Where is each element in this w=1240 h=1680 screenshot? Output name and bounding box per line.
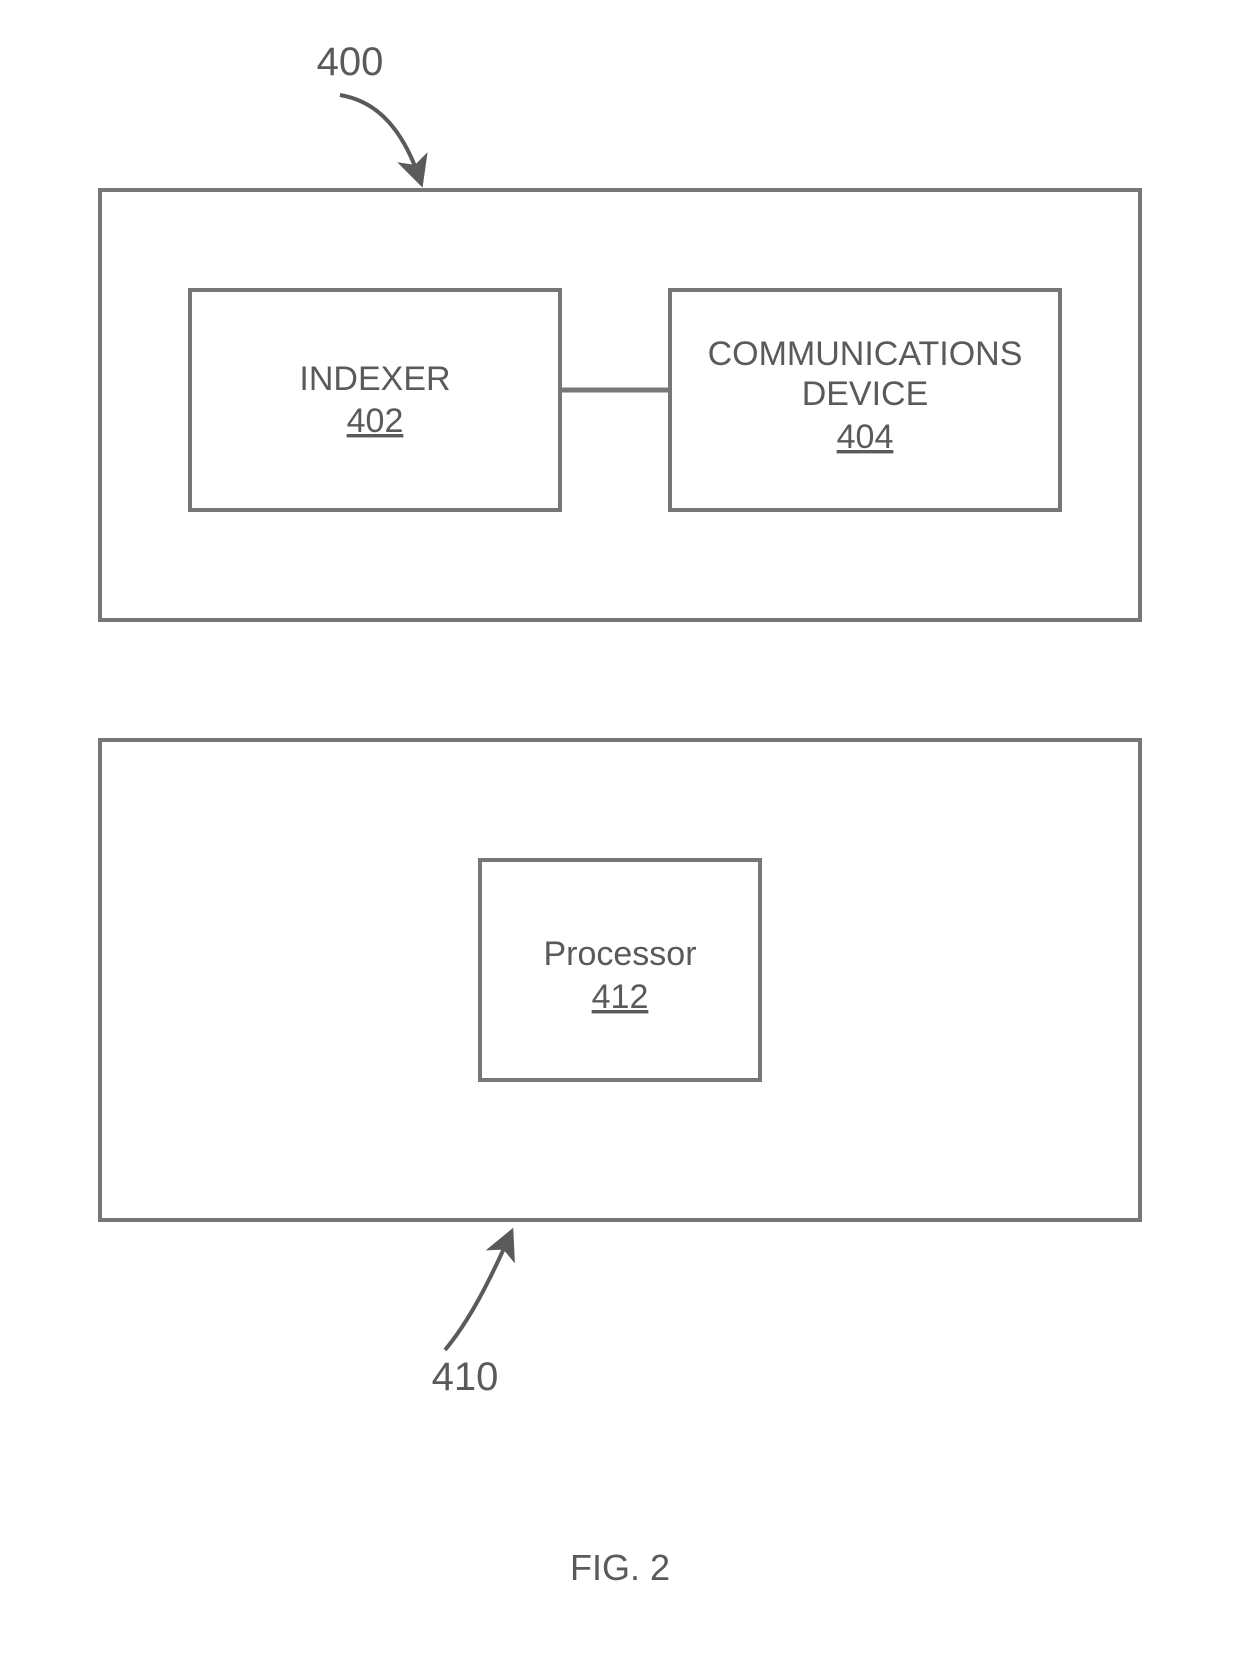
- ref-arrow-400: [340, 95, 420, 180]
- indexer-title: INDEXER: [299, 360, 450, 398]
- processor-title: Processor: [543, 935, 696, 973]
- processor-number: 412: [592, 978, 649, 1016]
- comms-number: 404: [837, 418, 894, 456]
- ref-label-410: 410: [432, 1355, 499, 1399]
- figure-caption: FIG. 2: [570, 1547, 670, 1588]
- patent-figure: 400 INDEXER 402 COMMUNICATIONS DEVICE 40…: [0, 0, 1240, 1680]
- ref-label-400: 400: [317, 40, 384, 84]
- comms-title-line2: DEVICE: [802, 375, 929, 413]
- comms-title-line1: COMMUNICATIONS: [708, 335, 1023, 373]
- container-400: [100, 190, 1140, 620]
- indexer-number: 402: [347, 402, 404, 440]
- indexer-box: [190, 290, 560, 510]
- ref-arrow-410: [445, 1235, 510, 1350]
